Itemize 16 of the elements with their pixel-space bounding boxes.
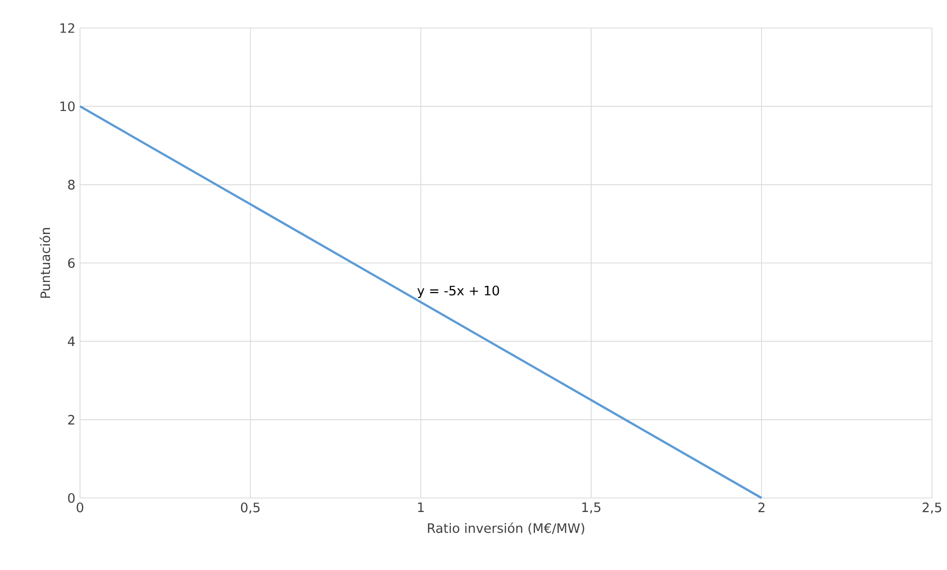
- y-tick-label: 2: [68, 414, 74, 424]
- x-axis-title: Ratio inversión (M€/MW): [428, 522, 584, 535]
- y-axis-title: Puntuación: [40, 228, 50, 298]
- y-tick-label: 10: [60, 101, 75, 112]
- x-tick-label: 1,5: [582, 502, 600, 514]
- annotation: y = -5x + 10: [417, 286, 500, 298]
- x-tick-label: 1: [418, 502, 424, 512]
- x-tick-label: 0,5: [240, 502, 260, 514]
- x-tick-label: 2: [758, 502, 764, 512]
- y-tick-label: 4: [68, 336, 75, 346]
- x-tick-label: 2,5: [922, 502, 942, 514]
- x-tick-label: 0: [76, 502, 84, 512]
- y-tick-label: 6: [68, 258, 75, 268]
- y-tick-label: 8: [68, 180, 75, 190]
- y-tick-label: 12: [60, 23, 74, 33]
- y-tick-label: 0: [68, 493, 75, 503]
